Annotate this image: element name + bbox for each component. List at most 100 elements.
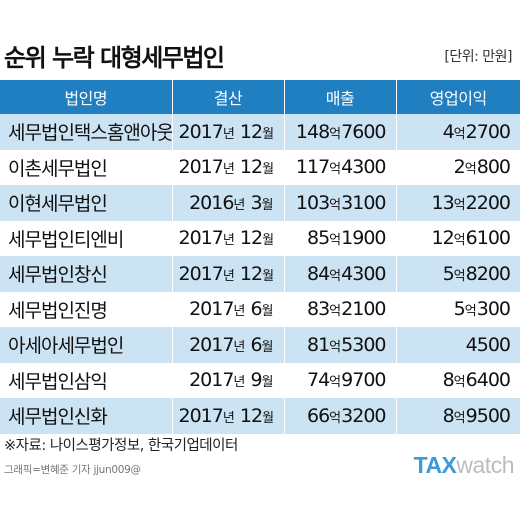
settlement-cell: 2017년 12월: [171, 149, 284, 185]
settlement-year: 2017: [178, 227, 224, 250]
table-row: 이현세무법인 2016년 3월 103억3100 13억2200: [0, 185, 520, 221]
profit-eok: 8: [442, 404, 455, 427]
profit-man: 6100: [465, 227, 511, 250]
chart-title: 순위 누락 대형세무법인: [4, 44, 225, 72]
profit-eok-unit: 억: [453, 233, 466, 249]
revenue-eok: 85: [306, 227, 330, 250]
profit-cell: 4500: [395, 327, 520, 363]
profit-man: 8200: [465, 262, 511, 285]
table-row: 세무법인진명 2017년 6월 83억2100 5억300: [0, 291, 520, 327]
profit-cell: 5억8200: [395, 256, 520, 292]
revenue-eok-unit: 억: [329, 410, 342, 426]
settlement-year: 2017: [178, 404, 224, 427]
profit-cell: 8억6400: [395, 362, 520, 398]
profit-eok-unit: 억: [464, 162, 477, 178]
settlement-year-unit: 년: [233, 304, 246, 320]
revenue-eok-unit: 억: [329, 162, 342, 178]
firm-name-cell: 세무법인신화: [0, 398, 172, 434]
profit-eok: 8: [442, 369, 455, 392]
profit-eok: 5: [442, 262, 455, 285]
settlement-month: 6: [250, 298, 262, 321]
col-header-revenue: 매출: [283, 80, 396, 114]
settlement-month: 9: [250, 369, 262, 392]
col-header-settlement: 결산: [171, 80, 284, 114]
settlement-year-unit: 년: [222, 410, 235, 426]
settlement-cell: 2016년 3월: [171, 185, 284, 221]
settlement-month-unit: 월: [262, 126, 275, 142]
settlement-year: 2017: [189, 333, 234, 356]
revenue-man: 5300: [341, 333, 386, 356]
profit-man: 800: [476, 156, 511, 179]
settlement-year-unit: 년: [222, 126, 235, 142]
profit-man: 6400: [465, 369, 511, 392]
profit-man: 9500: [465, 404, 511, 427]
firm-name-cell: 이현세무법인: [0, 185, 172, 221]
profit-cell: 13억2200: [395, 185, 520, 221]
revenue-eok-unit: 억: [329, 197, 342, 213]
profit-eok: 4: [442, 120, 455, 143]
profit-cell: 12억6100: [395, 220, 520, 256]
profit-eok: 13: [431, 191, 454, 214]
settlement-year-unit: 년: [233, 339, 246, 355]
settlement-year: 2016: [189, 191, 234, 214]
profit-eok-unit: 억: [453, 126, 466, 142]
profit-cell: 8억9500: [395, 398, 520, 434]
graphic-credit: 그래픽=변혜준 기자 jjun009@: [4, 464, 141, 476]
settlement-month-unit: 월: [261, 304, 274, 320]
data-table: 법인명 결산 매출 영업이익 세무법인택스홈앤아웃 2017년 12월 148억76…: [0, 80, 520, 434]
revenue-eok-unit: 억: [329, 233, 342, 249]
settlement-month-unit: 월: [261, 375, 274, 391]
revenue-cell: 84억4300: [283, 256, 396, 292]
settlement-cell: 2017년 6월: [171, 291, 284, 327]
revenue-eok: 103: [295, 191, 330, 214]
settlement-month: 12: [239, 156, 263, 179]
settlement-cell: 2017년 12월: [171, 256, 284, 292]
table-row: 이촌세무법인 2017년 12월 117억4300 2억800: [0, 149, 520, 185]
revenue-man: 3100: [341, 191, 386, 214]
settlement-month: 12: [239, 404, 263, 427]
settlement-month-unit: 월: [262, 162, 275, 178]
revenue-man: 9700: [341, 369, 386, 392]
revenue-cell: 103억3100: [283, 185, 396, 221]
revenue-man: 4300: [341, 156, 386, 179]
profit-eok: 12: [431, 227, 454, 250]
profit-eok: 5: [453, 298, 466, 321]
table-row: 세무법인신화 2017년 12월 66억3200 8억9500: [0, 398, 520, 434]
unit-label: [단위: 만원]: [444, 49, 512, 65]
revenue-eok-unit: 억: [329, 304, 342, 320]
settlement-year: 2017: [189, 298, 234, 321]
col-header-profit: 영업이익: [395, 80, 520, 114]
profit-eok: 2: [453, 156, 466, 179]
revenue-man: 1900: [341, 227, 386, 250]
revenue-eok: 74: [306, 369, 330, 392]
revenue-eok-unit: 억: [329, 268, 342, 284]
firm-name-cell: 세무법인티엔비: [0, 220, 172, 256]
profit-eok-unit: 억: [453, 410, 466, 426]
settlement-month-unit: 월: [261, 339, 274, 355]
settlement-year-unit: 년: [233, 197, 246, 213]
firm-name-cell: 아세아세무법인: [0, 327, 172, 363]
revenue-cell: 83억2100: [283, 291, 396, 327]
profit-eok-unit: 억: [453, 268, 466, 284]
revenue-man: 2100: [341, 298, 386, 321]
revenue-cell: 117억4300: [283, 149, 396, 185]
revenue-eok: 148: [295, 120, 330, 143]
settlement-year: 2017: [178, 120, 224, 143]
header-row: 법인명 결산 매출 영업이익: [0, 80, 520, 114]
firm-name-cell: 세무법인창신: [0, 256, 172, 292]
table-body: 세무법인택스홈앤아웃 2017년 12월 148억7600 4억2700 이촌세무법인 2…: [0, 114, 520, 434]
profit-man: 4500: [465, 333, 511, 356]
revenue-man: 7600: [341, 120, 386, 143]
revenue-cell: 74억9700: [283, 362, 396, 398]
settlement-year-unit: 년: [233, 375, 246, 391]
revenue-eok: 117: [295, 156, 330, 179]
table-row: 세무법인창신 2017년 12월 84억4300 5억8200: [0, 256, 520, 292]
settlement-cell: 2017년 9월: [171, 362, 284, 398]
settlement-month: 12: [239, 262, 263, 285]
profit-cell: 4억2700: [395, 114, 520, 150]
revenue-eok: 84: [306, 262, 330, 285]
settlement-month-unit: 월: [262, 233, 275, 249]
settlement-cell: 2017년 6월: [171, 327, 284, 363]
settlement-month-unit: 월: [262, 410, 275, 426]
settlement-year-unit: 년: [222, 268, 235, 284]
